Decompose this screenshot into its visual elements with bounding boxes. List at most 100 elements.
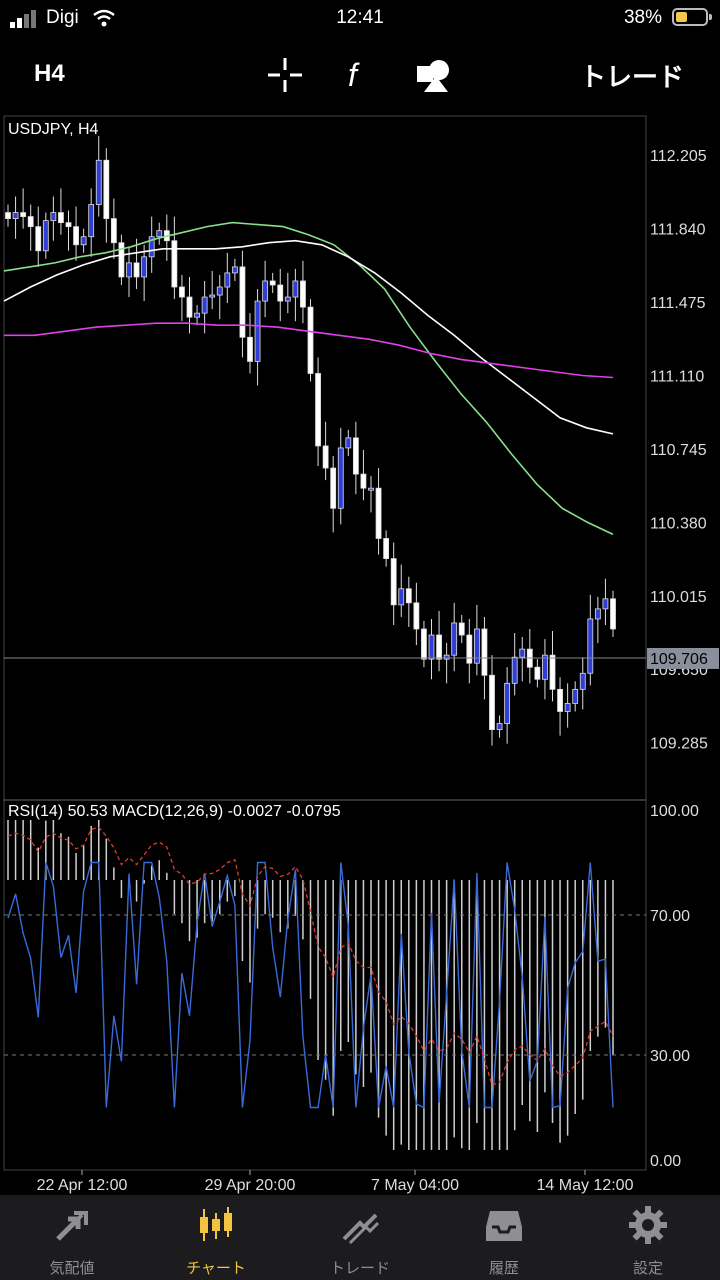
current-price-label: 109.706 [650,651,708,668]
candle-up [572,688,579,704]
carrier-name: Digi [46,7,79,28]
crosshair-icon[interactable] [266,56,304,94]
candle-up [368,487,374,491]
candle-up [88,204,95,238]
signal-strength-icon [10,10,36,28]
tab-settings[interactable]: 設定 [576,1195,720,1280]
macd-signal-line [7,826,614,1086]
symbol-label: USDJPY, H4 [8,121,99,138]
candle-down [557,688,563,712]
ma-slow-line [4,322,614,379]
status-bar: Digi 12:41 38% [0,0,720,38]
tab-label: 履歴 [488,1260,519,1277]
candle-up [95,159,102,205]
wifi-icon [93,9,115,27]
candle-down [610,598,616,630]
time-tick-label: 22 Apr 12:00 [37,1177,128,1194]
indicator-tick-label: 30.00 [650,1048,690,1065]
tab-label: チャート [186,1260,246,1277]
tab-label: トレード [329,1260,390,1277]
trade-trend-icon [342,1213,380,1245]
candle-down [534,666,541,680]
candle-up [602,598,609,610]
candle-up [473,628,480,664]
candle-up [126,262,132,278]
candle-up [216,286,223,296]
candle-up [224,272,231,288]
candle-up [292,280,299,298]
candle-up [156,230,163,238]
timeframe-button[interactable]: H4 [34,60,65,87]
candle-up [428,634,435,660]
candle-up [542,654,548,680]
candle-down [35,226,42,252]
candle-down [390,558,397,606]
tab-chart[interactable]: チャート [144,1195,288,1280]
tab-label: 気配値 [49,1260,95,1277]
candle-down [300,280,306,308]
candle-down [110,218,117,244]
tab-trade[interactable]: トレード [288,1195,432,1280]
candle-up [262,280,269,302]
candle-down [360,473,367,489]
candle-down [352,437,359,475]
candle-down [179,286,185,298]
candle-down [20,212,27,217]
battery-icon [672,8,712,26]
candle-up [504,682,511,724]
candle-down [413,602,420,630]
candle-down [383,538,390,559]
candle-down [186,296,193,318]
candle-down [466,634,473,664]
objects-shapes-icon[interactable] [414,56,452,94]
candle-down [58,212,64,224]
candle-up [594,608,601,620]
candle-down [307,306,314,374]
svg-text:f: f [348,57,360,93]
chart-area[interactable]: 112.205 111.840 111.475 111.110 110.745 110.3… [0,114,720,1194]
time-tick-label: 29 Apr 20:00 [205,1177,296,1194]
candle-up [587,618,594,674]
candle-down [549,654,556,690]
candle-down [73,226,79,246]
candle-up [511,656,518,684]
history-tray-icon [486,1211,522,1241]
candle-up [337,447,344,509]
candle-down [5,212,11,219]
price-chart[interactable]: 112.205 111.840 111.475 111.110 110.745 110.3… [0,114,720,1194]
candle-up [194,312,200,318]
trade-button[interactable]: トレード [579,62,684,92]
current-price-badge [647,647,719,669]
candle-up [345,437,352,449]
price-tick-label: 112.205 [650,148,707,165]
chart-candles-icon [200,1207,232,1241]
candle-up [231,266,238,274]
ma-fast-line [3,221,614,536]
indicators-f-icon[interactable]: f [340,56,378,94]
price-tick-label: 111.840 [650,222,706,239]
time-tick-label: 14 May 12:00 [537,1177,634,1194]
candle-up [284,296,291,302]
candle-down [322,445,329,469]
price-tick-label: 110.380 [650,515,707,532]
candle-down [239,266,246,338]
indicator-tick-label: 0.00 [650,1153,681,1170]
candle-down [421,628,427,660]
candle-up [398,588,405,606]
tab-label: 設定 [632,1260,663,1277]
indicator-label: RSI(14) 50.53 MACD(12,26,9) -0.0027 -0.0… [8,803,341,820]
price-tick-label: 111.110 [650,369,704,386]
candle-down [247,336,253,362]
candle-down [330,467,337,509]
candle-down [458,622,465,636]
candle-down [65,222,72,228]
price-tick-label: 109.285 [650,736,708,753]
tab-history[interactable]: 履歴 [432,1195,576,1280]
candle-down [315,373,321,447]
candle-up [496,723,503,730]
candle-down [133,262,140,278]
candle-up [451,622,458,656]
tab-quotes[interactable]: 気配値 [0,1195,144,1280]
candle-up [209,294,216,298]
indicator-tick-label: 70.00 [650,908,690,925]
